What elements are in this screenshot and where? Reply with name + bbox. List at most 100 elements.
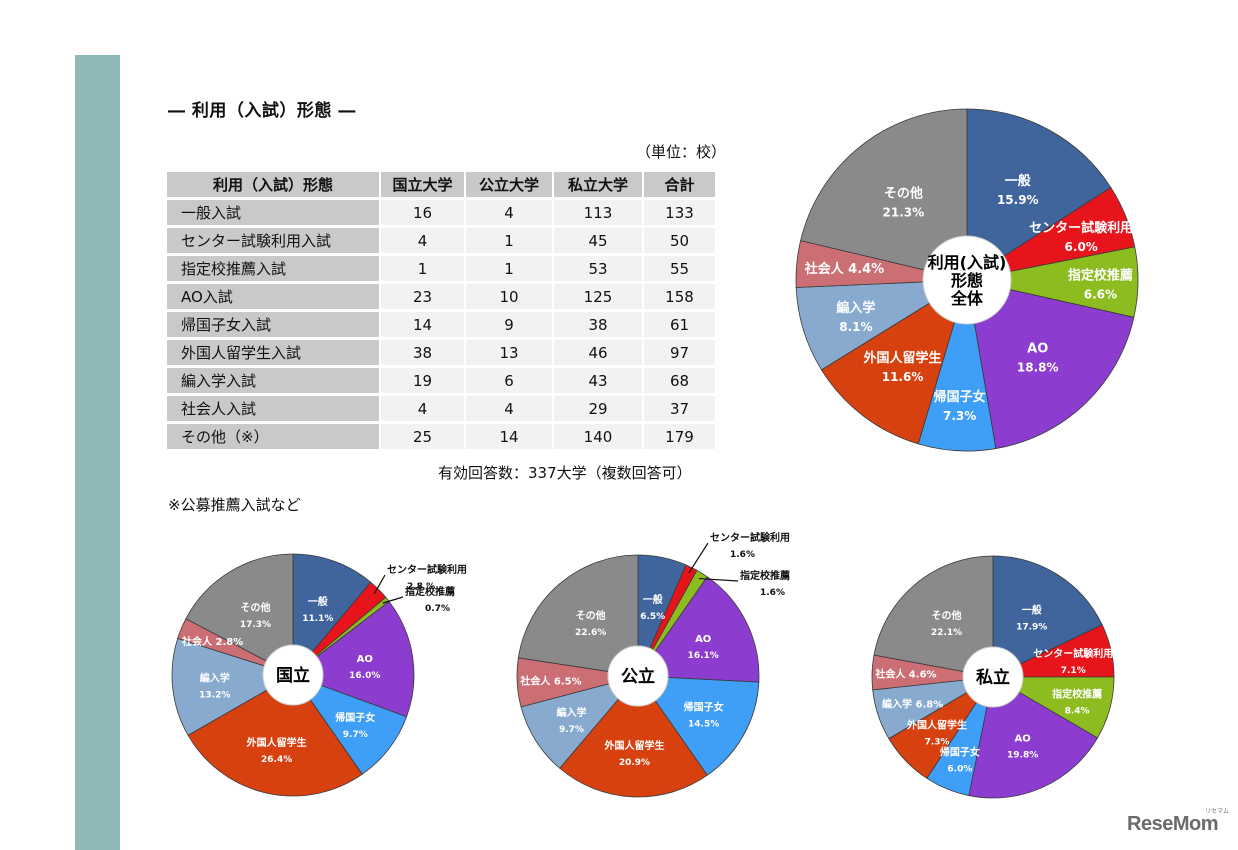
slice-percent-label: 17.9% xyxy=(1016,623,1047,633)
pie-slice xyxy=(871,654,994,691)
pie-slice xyxy=(637,564,698,677)
slice-category-label: センター試験利用 xyxy=(1029,220,1133,236)
pie-slice xyxy=(926,676,994,797)
row-label: 帰国子女入試 xyxy=(167,312,379,337)
pie-slice xyxy=(873,555,994,678)
slice-percent-label: 2.8 % xyxy=(407,582,435,592)
cell-public: 9 xyxy=(466,312,552,337)
table-row: その他（※） 25 14 140 179 xyxy=(167,424,715,449)
table-row: 指定校推薦入試 1 1 53 55 xyxy=(167,256,715,281)
cell-national: 38 xyxy=(381,340,464,365)
callout-line xyxy=(382,596,404,604)
row-label: AO入試 xyxy=(167,284,379,309)
pie-center-hole xyxy=(262,644,324,706)
cell-total: 68 xyxy=(644,368,715,393)
slice-category-label: 帰国子女 xyxy=(684,700,724,713)
pie-slice xyxy=(292,600,415,718)
pie-slice xyxy=(517,554,639,677)
slice-category-label: 一般 xyxy=(1022,604,1042,617)
slice-percent-label: 6.0% xyxy=(1065,240,1098,254)
slice-percent-label: 6.5% xyxy=(640,612,665,622)
cell-private: 38 xyxy=(554,312,642,337)
callout-line xyxy=(688,542,709,574)
pie-slice xyxy=(966,246,1139,318)
cell-private: 53 xyxy=(554,256,642,281)
slice-percent-label: 9.7% xyxy=(559,725,584,735)
pie-center-label: 公立 xyxy=(621,666,655,687)
pie-slice xyxy=(637,576,760,683)
pie-slice xyxy=(991,676,1115,739)
cell-private: 29 xyxy=(554,396,642,421)
slice-category-label: 編入学 xyxy=(556,706,586,719)
slice-category-label: その他 xyxy=(576,609,606,622)
table-row: 帰国子女入試 14 9 38 61 xyxy=(167,312,715,337)
pie-slice xyxy=(185,553,294,676)
pie-slice xyxy=(917,279,997,452)
cell-private: 43 xyxy=(554,368,642,393)
slice-label: 社会人 6.5% xyxy=(519,674,581,687)
slice-category-label: AO xyxy=(357,654,373,665)
slice-percent-label: 26.4% xyxy=(261,755,292,765)
pie-slice xyxy=(520,675,640,769)
cell-private: 113 xyxy=(554,200,642,225)
cell-public: 4 xyxy=(466,396,552,421)
pie-slice xyxy=(795,279,969,371)
slice-percent-label: 17.3% xyxy=(240,620,271,630)
row-label: その他（※） xyxy=(167,424,379,449)
pie-slice xyxy=(177,618,294,676)
cell-national: 23 xyxy=(381,284,464,309)
pie-slice xyxy=(966,108,1112,281)
slice-percent-label: 8.4% xyxy=(1065,707,1090,717)
slice-percent-label: 7.3% xyxy=(925,738,950,748)
slice-percent-label: 0.7% xyxy=(425,604,450,614)
slice-label: 社会人 2.8% xyxy=(181,635,243,648)
cell-public: 4 xyxy=(466,200,552,225)
table-row: 社会人入試 4 4 29 37 xyxy=(167,396,715,421)
cell-private: 46 xyxy=(554,340,642,365)
callout-line xyxy=(373,574,386,595)
slice-category-label: 指定校推薦 xyxy=(1052,688,1102,701)
response-count-note: 有効回答数：337大学（複数回答可） xyxy=(438,464,692,482)
row-label: 社会人入試 xyxy=(167,396,379,421)
slice-category-label: 一般 xyxy=(308,595,328,608)
pie-slice xyxy=(559,675,708,798)
slice-category-label: 一般 xyxy=(643,593,663,606)
cell-private: 45 xyxy=(554,228,642,253)
pie-slice xyxy=(292,581,387,676)
slice-category-label: AO xyxy=(1015,733,1031,744)
row-label: 編入学入試 xyxy=(167,368,379,393)
slice-percent-label: 22.6% xyxy=(575,628,606,638)
slice-category-label: その他 xyxy=(932,609,962,622)
pie-slice xyxy=(187,674,363,797)
pie-slice xyxy=(968,676,1099,799)
slice-percent-label: 16.0% xyxy=(349,671,380,681)
table-row: 外国人留学生入試 38 13 46 97 xyxy=(167,340,715,365)
slice-category-label: その他 xyxy=(240,601,270,614)
cell-total: 133 xyxy=(644,200,715,225)
cell-public: 1 xyxy=(466,228,552,253)
column-header-national: 国立大学 xyxy=(381,172,464,197)
table-row: 編入学入試 19 6 43 68 xyxy=(167,368,715,393)
resemom-logo: ReseMom xyxy=(1127,813,1218,835)
cell-national: 25 xyxy=(381,424,464,449)
pie-slice xyxy=(820,279,968,445)
pie-slice xyxy=(800,108,968,281)
slice-percent-label: 19.8% xyxy=(1007,750,1038,760)
pie-center-label: 形態 xyxy=(951,271,983,290)
slice-category-label: 帰国子女 xyxy=(335,711,375,724)
cell-public: 1 xyxy=(466,256,552,281)
slice-percent-label: 18.8% xyxy=(1017,360,1059,374)
pie-slice xyxy=(992,624,1115,678)
admission-type-table: 利用（入試）形態 国立大学 公立大学 私立大学 合計 一般入試 16 4 113 133… xyxy=(165,169,717,452)
column-header-private: 私立大学 xyxy=(554,172,642,197)
slice-percent-label: 15.9% xyxy=(997,193,1039,207)
pie-center-hole xyxy=(607,645,669,707)
pie-slice xyxy=(291,674,408,775)
slice-label: 社会人 4.4% xyxy=(804,261,885,277)
cell-public: 13 xyxy=(466,340,552,365)
slice-percent-label: 6.0% xyxy=(947,765,972,775)
pie-slice xyxy=(637,675,760,776)
slice-label: 編入学 6.8% xyxy=(882,697,943,710)
slice-category-label: 一般 xyxy=(1005,173,1031,189)
cell-total: 97 xyxy=(644,340,715,365)
